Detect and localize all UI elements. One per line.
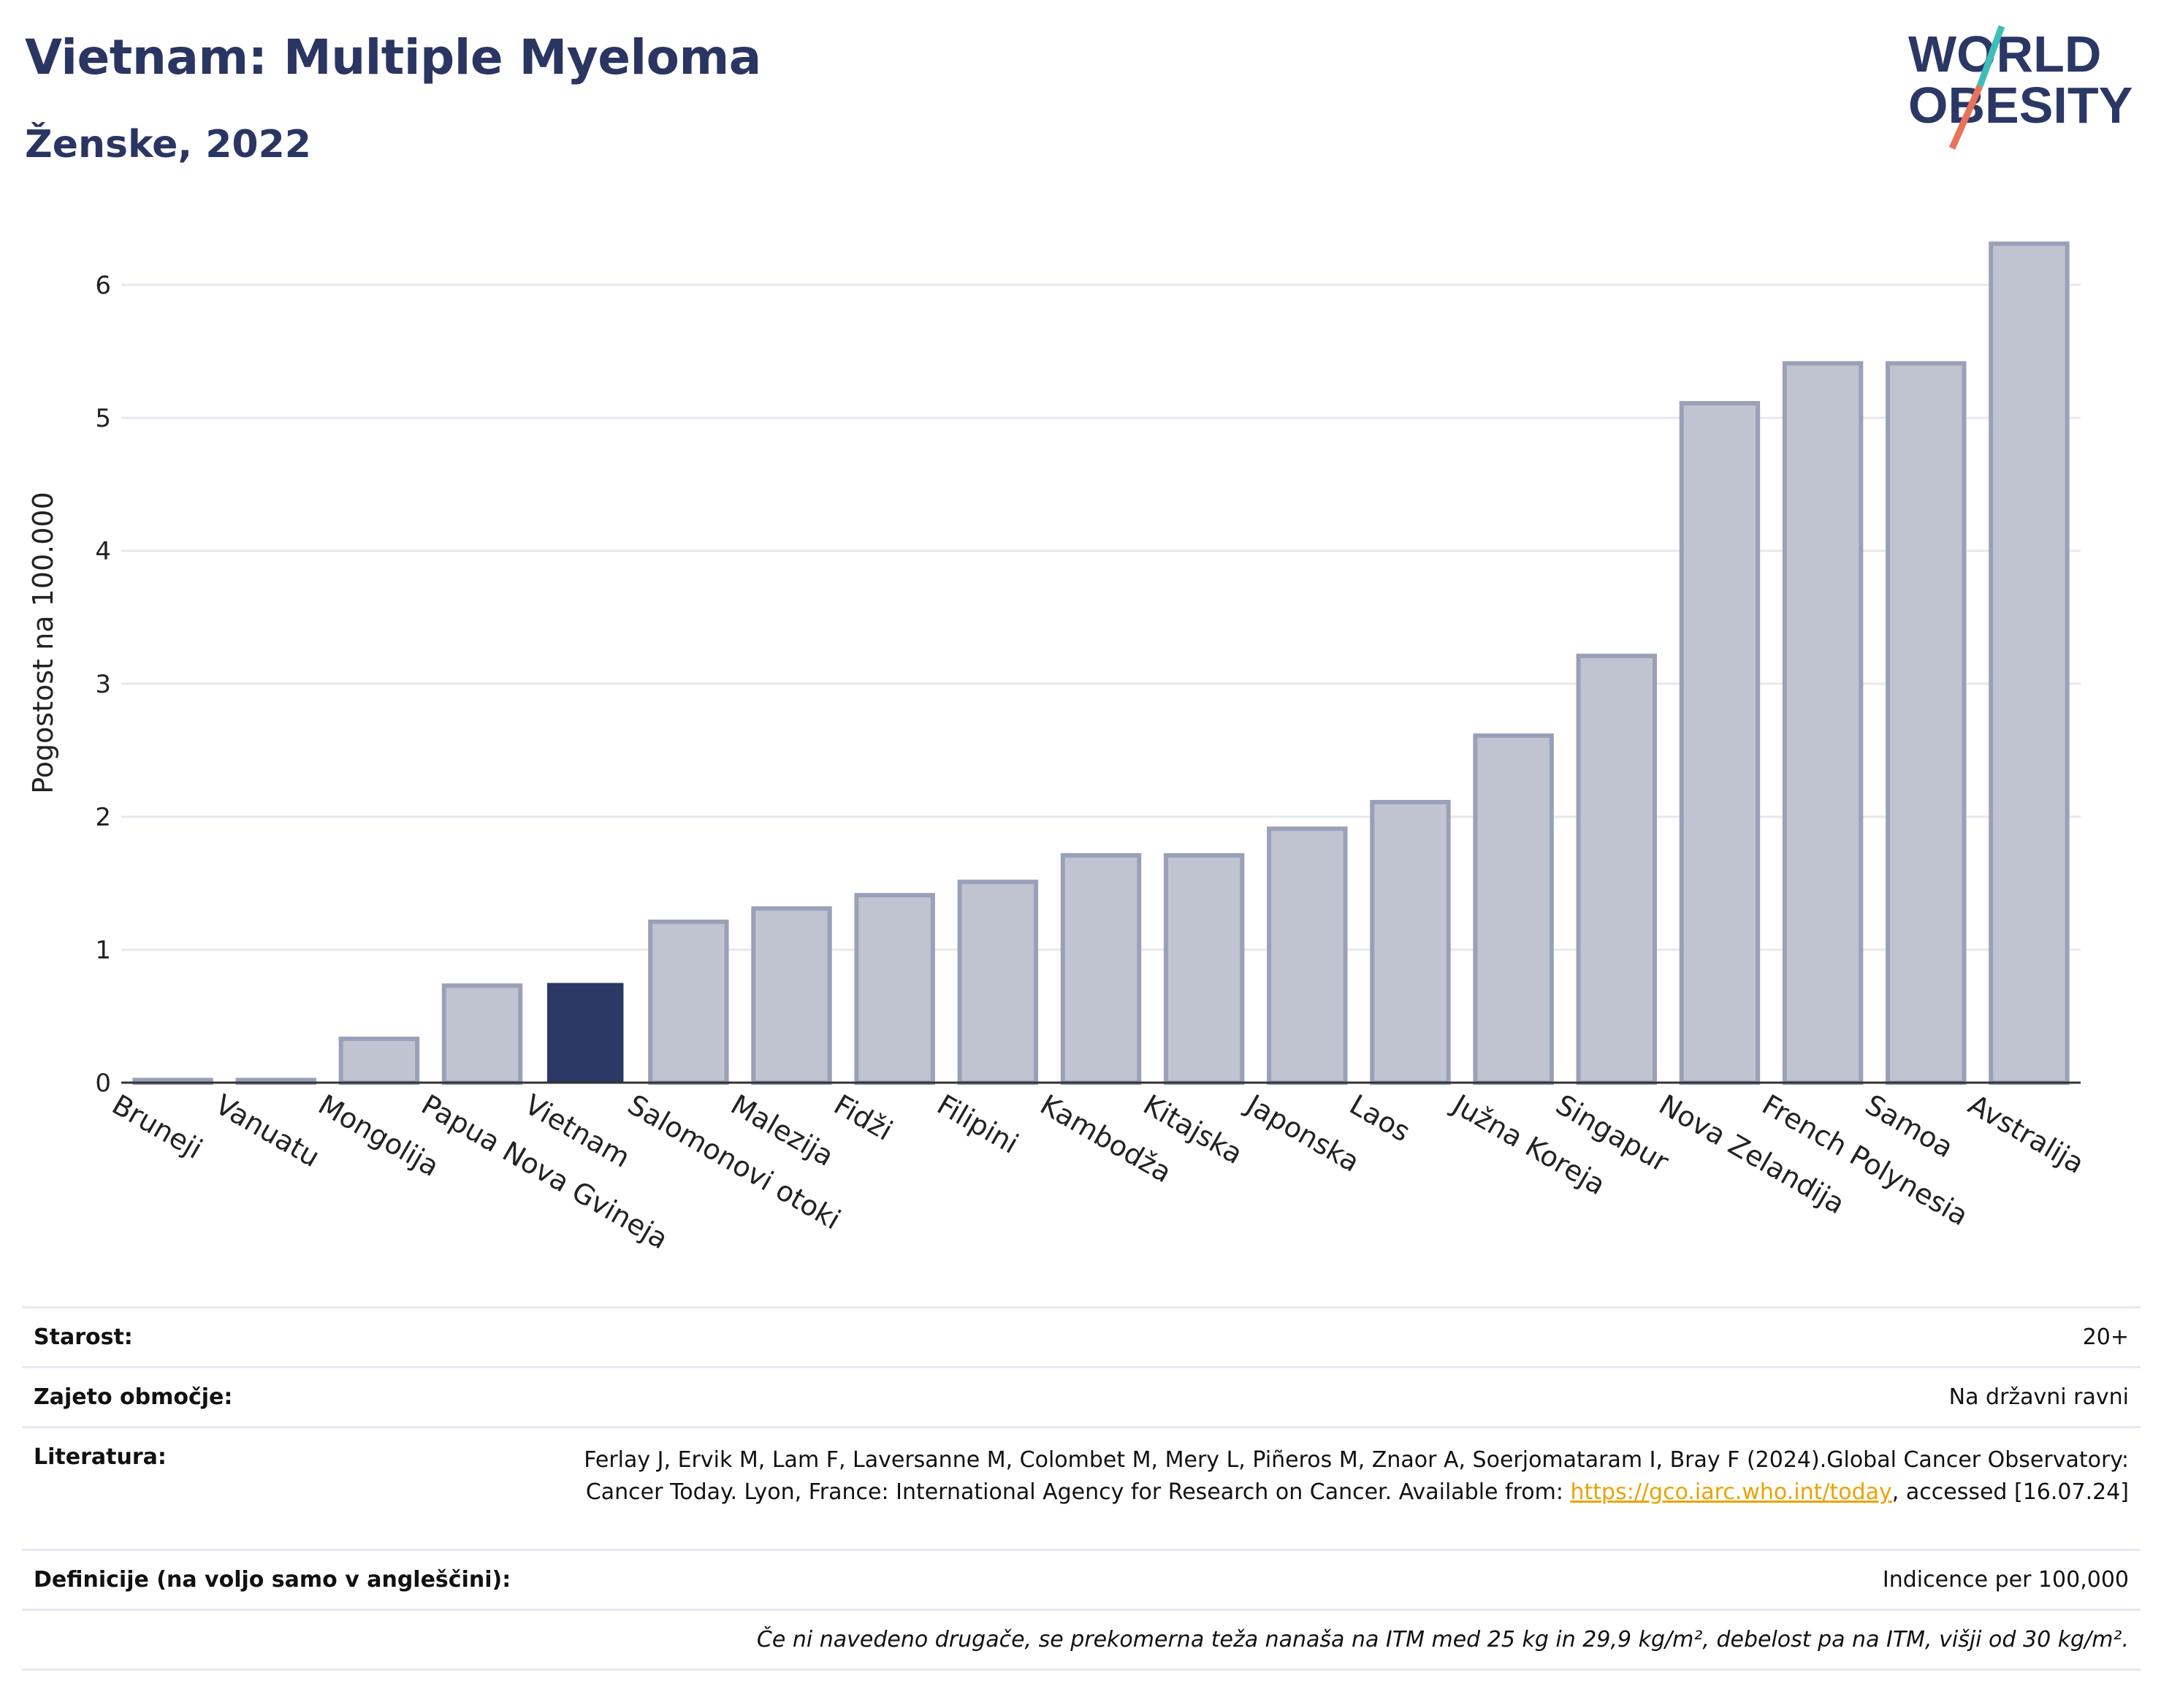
bar (1163, 853, 1245, 1086)
bar (546, 983, 624, 1083)
bar (1370, 799, 1451, 1085)
page-title: Vietnam: Multiple Myeloma (25, 29, 761, 85)
bar (751, 906, 832, 1085)
bar-chart: 0 1 2 3 4 5 6 Pogostost na 100.000 Bruneji Vanuat… (27, 241, 2089, 1255)
x-tick-label: Avstralija (1963, 1089, 2089, 1181)
x-tick-label: Japonska (1240, 1088, 1365, 1178)
world-obesity-logo: WORLD OBESITY (1908, 25, 2133, 150)
area-value: Na državni ravni (1948, 1384, 2129, 1410)
bar (1989, 241, 2070, 1086)
y-tick-label: 4 (95, 537, 111, 566)
info-table-bottom-border (22, 1669, 2141, 1671)
x-tick-label: Filipini (931, 1089, 1024, 1160)
info-table: Starost: 20+ Zajeto območje: Na državni … (22, 1306, 2141, 1671)
age-value: 20+ (2082, 1324, 2129, 1350)
logo-line2: OBESITY (1908, 77, 2133, 134)
area-label: Zajeto območje: (34, 1384, 233, 1410)
bar (1576, 653, 1658, 1085)
reference-text-2: , accessed [16.07.24] (1891, 1479, 2129, 1505)
x-tick-label: Fidži (828, 1089, 898, 1147)
reference-link[interactable]: https://gco.iarc.who.int/today (1570, 1479, 1892, 1505)
bar (1473, 733, 1554, 1085)
bar (1782, 361, 1864, 1085)
definitions-value: Indicence per 100,000 (1882, 1567, 2129, 1593)
bar (1886, 361, 1967, 1085)
logo-line1: WORLD (1908, 26, 2101, 83)
y-tick-label: 1 (95, 936, 111, 965)
bar (957, 880, 1039, 1086)
bar (338, 1036, 420, 1085)
info-row-reference: Literatura: Ferlay J, Ervik M, Lam F, La… (22, 1426, 2141, 1549)
y-axis-label: Pogostost na 100.000 (27, 492, 59, 794)
reference-text-1: Ferlay J, Ervik M, Lam F, Laversanne M, … (584, 1447, 2129, 1505)
bar (441, 983, 523, 1086)
y-tick-label: 0 (95, 1069, 111, 1098)
bar (1679, 400, 1761, 1085)
x-tick-label: Vanuatu (210, 1089, 325, 1173)
definitions-label: Definicije (na voljo samo v angleščini): (34, 1567, 511, 1593)
logo-slash-teal (1976, 25, 2005, 88)
bar (854, 893, 935, 1085)
reference-text: Ferlay J, Ervik M, Lam F, Laversanne M, … (573, 1444, 2129, 1509)
age-label: Starost: (34, 1324, 133, 1350)
logo-slash-coral (1948, 85, 1983, 150)
y-tick-label: 2 (95, 803, 111, 832)
info-row-age: Starost: 20+ (22, 1306, 2141, 1366)
info-row-note: Če ni navedeno drugače, se prekomerna te… (22, 1609, 2141, 1669)
y-tick-label: 6 (95, 271, 111, 300)
y-tick-label: 3 (95, 670, 111, 699)
y-tick-label: 5 (95, 404, 111, 433)
info-row-area: Zajeto območje: Na državni ravni (22, 1366, 2141, 1426)
obesity-definition-note: Če ni navedeno drugače, se prekomerna te… (756, 1627, 2129, 1652)
bar (648, 919, 729, 1086)
page-subtitle: Ženske, 2022 (25, 123, 311, 167)
bar (1060, 853, 1142, 1086)
info-row-definitions: Definicije (na voljo samo v angleščini):… (22, 1549, 2141, 1609)
reference-label: Literatura: (34, 1444, 167, 1470)
x-tick-label: Bruneji (107, 1089, 207, 1165)
x-tick-label: Nova Zelandija (1653, 1089, 1850, 1221)
bar (1267, 826, 1348, 1085)
x-tick-label: Laos (1344, 1089, 1416, 1148)
